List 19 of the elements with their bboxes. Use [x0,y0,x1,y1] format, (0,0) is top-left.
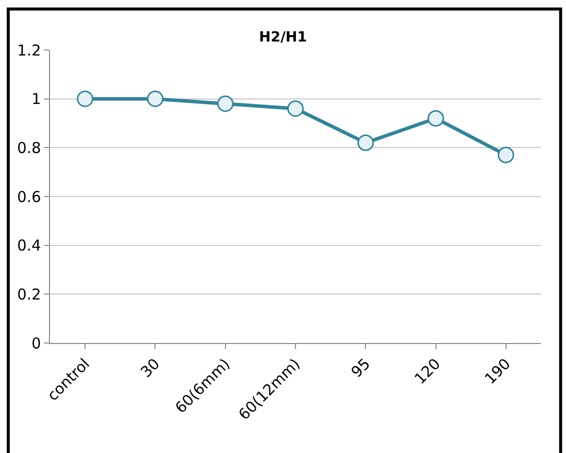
y-tick-label: 1.2 [17,41,41,60]
y-tick-label: 0.2 [17,285,41,304]
point [287,100,304,117]
chart-title: H2/H1 [258,30,308,46]
point [76,90,94,108]
point [146,90,164,108]
y-tick-label: 0.8 [17,138,41,157]
x-tick-label: 30 [137,354,164,382]
point [428,110,444,127]
point [357,134,374,152]
x-tick-label: 95 [348,354,374,382]
y-tick-label: 0.6 [17,188,41,206]
y-tick-label: 1 [31,90,41,108]
x-tick-label: 120 [410,354,444,388]
y-tick-label: 0.4 [17,236,41,255]
y-tick-label: 0 [31,334,41,352]
x-tick-label: 190 [481,354,514,388]
point [498,146,514,164]
point [217,95,234,112]
